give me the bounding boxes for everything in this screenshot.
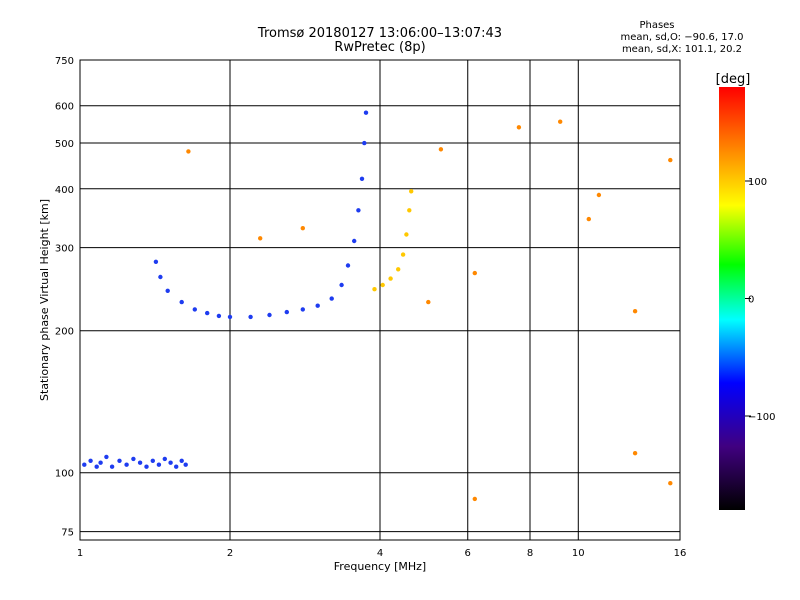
data-point	[400, 252, 406, 257]
data-point	[668, 481, 673, 486]
data-point	[632, 451, 638, 456]
data-point	[153, 259, 159, 264]
data-point	[404, 232, 409, 237]
data-point	[372, 287, 377, 292]
data-point	[124, 462, 129, 467]
data-point	[227, 314, 233, 320]
data-point	[300, 226, 305, 231]
data-point	[388, 276, 393, 281]
colorbar-tick-label: 100	[748, 177, 767, 188]
data-point	[352, 238, 357, 244]
data-point	[156, 462, 162, 467]
x-tick-label: 10	[572, 548, 585, 559]
phases-title: Phases	[639, 20, 675, 31]
data-point	[144, 464, 149, 469]
data-point	[88, 458, 93, 463]
phases-x-stats: mean, sd,X: 101.1, 20.2	[621, 44, 743, 55]
y-tick-label: 300	[55, 244, 74, 255]
data-point	[131, 456, 136, 462]
data-point	[339, 282, 344, 288]
data-point	[137, 460, 143, 465]
y-tick-label: 400	[55, 185, 74, 196]
data-point	[267, 312, 272, 318]
axis-ticks: 1 2 4 6 8 10 16 75 100 200 300 400 500 600 750	[55, 56, 686, 559]
y-tick-label: 750	[55, 56, 74, 67]
data-point	[362, 140, 367, 146]
data-point	[300, 307, 305, 312]
x-tick-label: 2	[227, 548, 233, 559]
data-point	[409, 189, 414, 194]
data-point	[558, 119, 563, 124]
data-point	[104, 454, 109, 460]
x-tick-label: 6	[465, 548, 471, 559]
data-point	[94, 464, 99, 469]
colorbar	[719, 87, 745, 510]
data-point	[183, 462, 188, 467]
data-point	[586, 216, 591, 222]
colorbar-ticks: 100 0 −100	[745, 177, 775, 423]
data-point	[109, 464, 115, 469]
x-axis-label: Frequency [MHz]	[334, 560, 426, 573]
data-point	[359, 176, 365, 181]
data-point	[396, 267, 401, 272]
data-point	[284, 309, 289, 315]
data-points	[82, 110, 673, 502]
data-point	[632, 309, 638, 314]
phases-o-stats: mean, sd,O: −90.6, 17.0	[620, 32, 744, 43]
data-point	[117, 458, 122, 463]
data-point	[165, 288, 170, 293]
data-point	[596, 192, 602, 198]
data-point	[380, 282, 385, 288]
chart-subtitle: RwPretec (8p)	[334, 40, 426, 55]
data-point	[192, 307, 197, 312]
data-point	[426, 299, 431, 305]
data-point	[168, 460, 173, 465]
x-tick-label: 8	[527, 548, 533, 559]
data-point	[162, 456, 167, 462]
data-point	[668, 157, 673, 163]
data-point	[248, 314, 253, 320]
colorbar-tick-label: 0	[748, 295, 754, 306]
data-point	[472, 270, 477, 276]
data-point	[179, 458, 184, 463]
x-tick-label: 1	[77, 548, 83, 559]
data-point	[472, 496, 477, 502]
y-tick-label: 200	[55, 327, 74, 338]
data-point	[179, 299, 184, 305]
y-tick-label: 500	[55, 139, 74, 150]
y-tick-label: 75	[61, 528, 74, 539]
data-point	[82, 462, 87, 467]
data-point	[98, 460, 103, 465]
colorbar-tick-label: −100	[748, 412, 775, 423]
plot-frame	[79, 59, 681, 541]
data-point	[363, 110, 369, 115]
data-point	[216, 313, 222, 319]
data-point	[345, 263, 351, 268]
colorbar-label: [deg]	[716, 72, 751, 87]
data-point	[150, 458, 155, 463]
grid-lines	[80, 60, 680, 540]
data-point	[205, 310, 210, 316]
data-point	[407, 208, 412, 213]
data-point	[516, 125, 522, 130]
x-tick-label: 4	[377, 548, 383, 559]
data-point	[186, 149, 191, 154]
data-point	[158, 274, 163, 280]
y-axis-label: Stationary phase Virtual Height [km]	[38, 199, 51, 401]
y-tick-label: 600	[55, 102, 74, 113]
y-tick-label: 100	[55, 469, 74, 480]
data-point	[329, 296, 334, 301]
data-point	[315, 303, 320, 308]
chart-title: Tromsø 20180127 13:06:00–13:07:43	[257, 26, 503, 41]
data-point	[174, 464, 179, 469]
x-tick-label: 16	[674, 548, 687, 559]
data-point	[356, 208, 361, 213]
data-point	[438, 147, 444, 152]
data-point	[258, 236, 263, 241]
